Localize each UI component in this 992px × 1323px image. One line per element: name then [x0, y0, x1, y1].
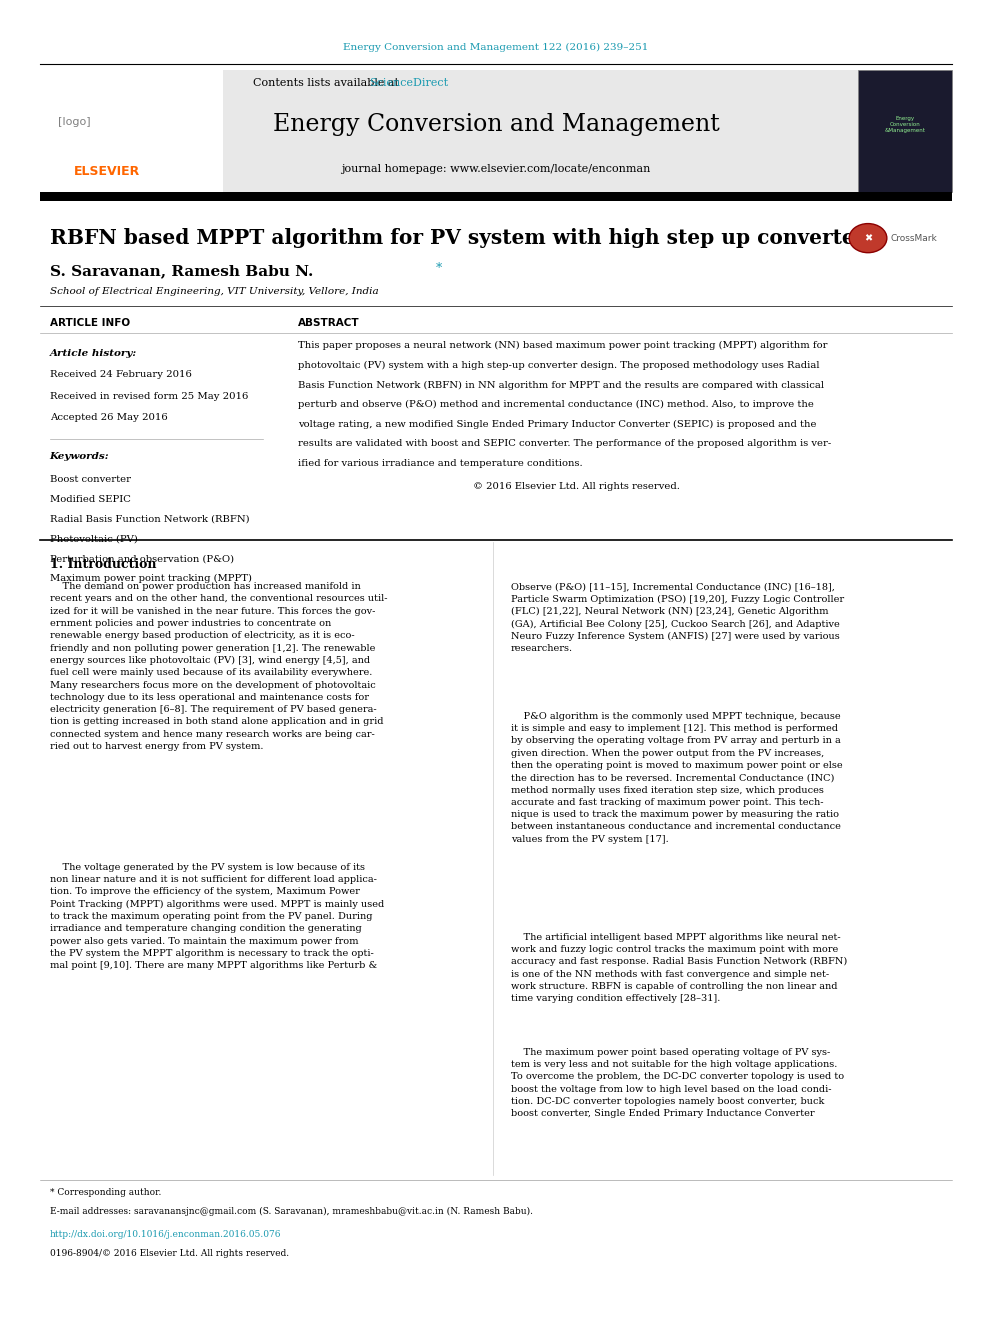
Text: Keywords:: Keywords:: [50, 452, 109, 462]
Text: Received in revised form 25 May 2016: Received in revised form 25 May 2016: [50, 392, 248, 401]
Text: Maximum power point tracking (MPPT): Maximum power point tracking (MPPT): [50, 574, 252, 583]
Text: The voltage generated by the PV system is low because of its
non linear nature a: The voltage generated by the PV system i…: [50, 863, 384, 970]
Text: The maximum power point based operating voltage of PV sys-
tem is very less and : The maximum power point based operating …: [511, 1048, 844, 1118]
Text: ABSTRACT: ABSTRACT: [298, 318, 359, 328]
Text: Received 24 February 2016: Received 24 February 2016: [50, 370, 191, 380]
FancyBboxPatch shape: [40, 70, 952, 192]
Text: ified for various irradiance and temperature conditions.: ified for various irradiance and tempera…: [298, 459, 582, 468]
FancyBboxPatch shape: [40, 70, 223, 192]
Text: Modified SEPIC: Modified SEPIC: [50, 495, 131, 504]
Text: photovoltaic (PV) system with a high step-up converter design. The proposed meth: photovoltaic (PV) system with a high ste…: [298, 361, 819, 370]
Text: Boost converter: Boost converter: [50, 475, 131, 484]
Ellipse shape: [849, 224, 887, 253]
Text: journal homepage: www.elsevier.com/locate/enconman: journal homepage: www.elsevier.com/locat…: [341, 164, 651, 175]
Text: E-mail addresses: saravanansjnc@gmail.com (S. Saravanan), mrameshbabu@vit.ac.in : E-mail addresses: saravanansjnc@gmail.co…: [50, 1207, 533, 1216]
Text: Energy Conversion and Management 122 (2016) 239–251: Energy Conversion and Management 122 (20…: [343, 44, 649, 52]
Text: The demand on power production has increased manifold in
recent years and on the: The demand on power production has incre…: [50, 582, 387, 751]
Text: Observe (P&O) [11–15], Incremental Conductance (INC) [16–18],
Particle Swarm Opt: Observe (P&O) [11–15], Incremental Condu…: [511, 582, 844, 654]
Text: Perturbation and observation (P&O): Perturbation and observation (P&O): [50, 554, 234, 564]
FancyBboxPatch shape: [858, 70, 952, 192]
Text: © 2016 Elsevier Ltd. All rights reserved.: © 2016 Elsevier Ltd. All rights reserved…: [472, 482, 680, 491]
Text: 1. Introduction: 1. Introduction: [50, 558, 156, 572]
Text: Radial Basis Function Network (RBFN): Radial Basis Function Network (RBFN): [50, 515, 249, 524]
Text: Energy Conversion and Management: Energy Conversion and Management: [273, 112, 719, 136]
Text: The artificial intelligent based MPPT algorithms like neural net-
work and fuzzy: The artificial intelligent based MPPT al…: [511, 933, 847, 1003]
FancyBboxPatch shape: [40, 192, 952, 201]
Text: S. Saravanan, Ramesh Babu N.: S. Saravanan, Ramesh Babu N.: [50, 265, 312, 278]
Text: ScienceDirect: ScienceDirect: [370, 78, 448, 89]
Text: results are validated with boost and SEPIC converter. The performance of the pro: results are validated with boost and SEP…: [298, 439, 831, 448]
Text: * Corresponding author.: * Corresponding author.: [50, 1188, 161, 1197]
Text: ARTICLE INFO: ARTICLE INFO: [50, 318, 130, 328]
Text: Accepted 26 May 2016: Accepted 26 May 2016: [50, 413, 168, 422]
Text: Article history:: Article history:: [50, 349, 137, 359]
Text: perturb and observe (P&O) method and incremental conductance (INC) method. Also,: perturb and observe (P&O) method and inc…: [298, 400, 813, 409]
Text: P&O algorithm is the commonly used MPPT technique, because
it is simple and easy: P&O algorithm is the commonly used MPPT …: [511, 712, 842, 844]
Text: This paper proposes a neural network (NN) based maximum power point tracking (MP: This paper proposes a neural network (NN…: [298, 341, 827, 351]
Text: Energy
Conversion
&Management: Energy Conversion &Management: [884, 116, 926, 132]
Text: Photovoltaic (PV): Photovoltaic (PV): [50, 534, 138, 544]
Text: ELSEVIER: ELSEVIER: [74, 165, 140, 179]
Text: Basis Function Network (RBFN) in NN algorithm for MPPT and the results are compa: Basis Function Network (RBFN) in NN algo…: [298, 381, 823, 389]
Text: http://dx.doi.org/10.1016/j.enconman.2016.05.076: http://dx.doi.org/10.1016/j.enconman.201…: [50, 1230, 281, 1240]
Text: [logo]: [logo]: [59, 116, 90, 127]
Text: CrossMark: CrossMark: [891, 234, 937, 242]
Text: RBFN based MPPT algorithm for PV system with high step up converter: RBFN based MPPT algorithm for PV system …: [50, 228, 865, 249]
Text: Contents lists available at: Contents lists available at: [253, 78, 403, 89]
Text: *: *: [435, 262, 441, 275]
Text: voltage rating, a new modified Single Ended Primary Inductor Converter (SEPIC) i: voltage rating, a new modified Single En…: [298, 419, 816, 429]
Text: 0196-8904/© 2016 Elsevier Ltd. All rights reserved.: 0196-8904/© 2016 Elsevier Ltd. All right…: [50, 1249, 289, 1258]
Text: ✖: ✖: [864, 233, 872, 243]
Text: School of Electrical Engineering, VIT University, Vellore, India: School of Electrical Engineering, VIT Un…: [50, 287, 378, 295]
